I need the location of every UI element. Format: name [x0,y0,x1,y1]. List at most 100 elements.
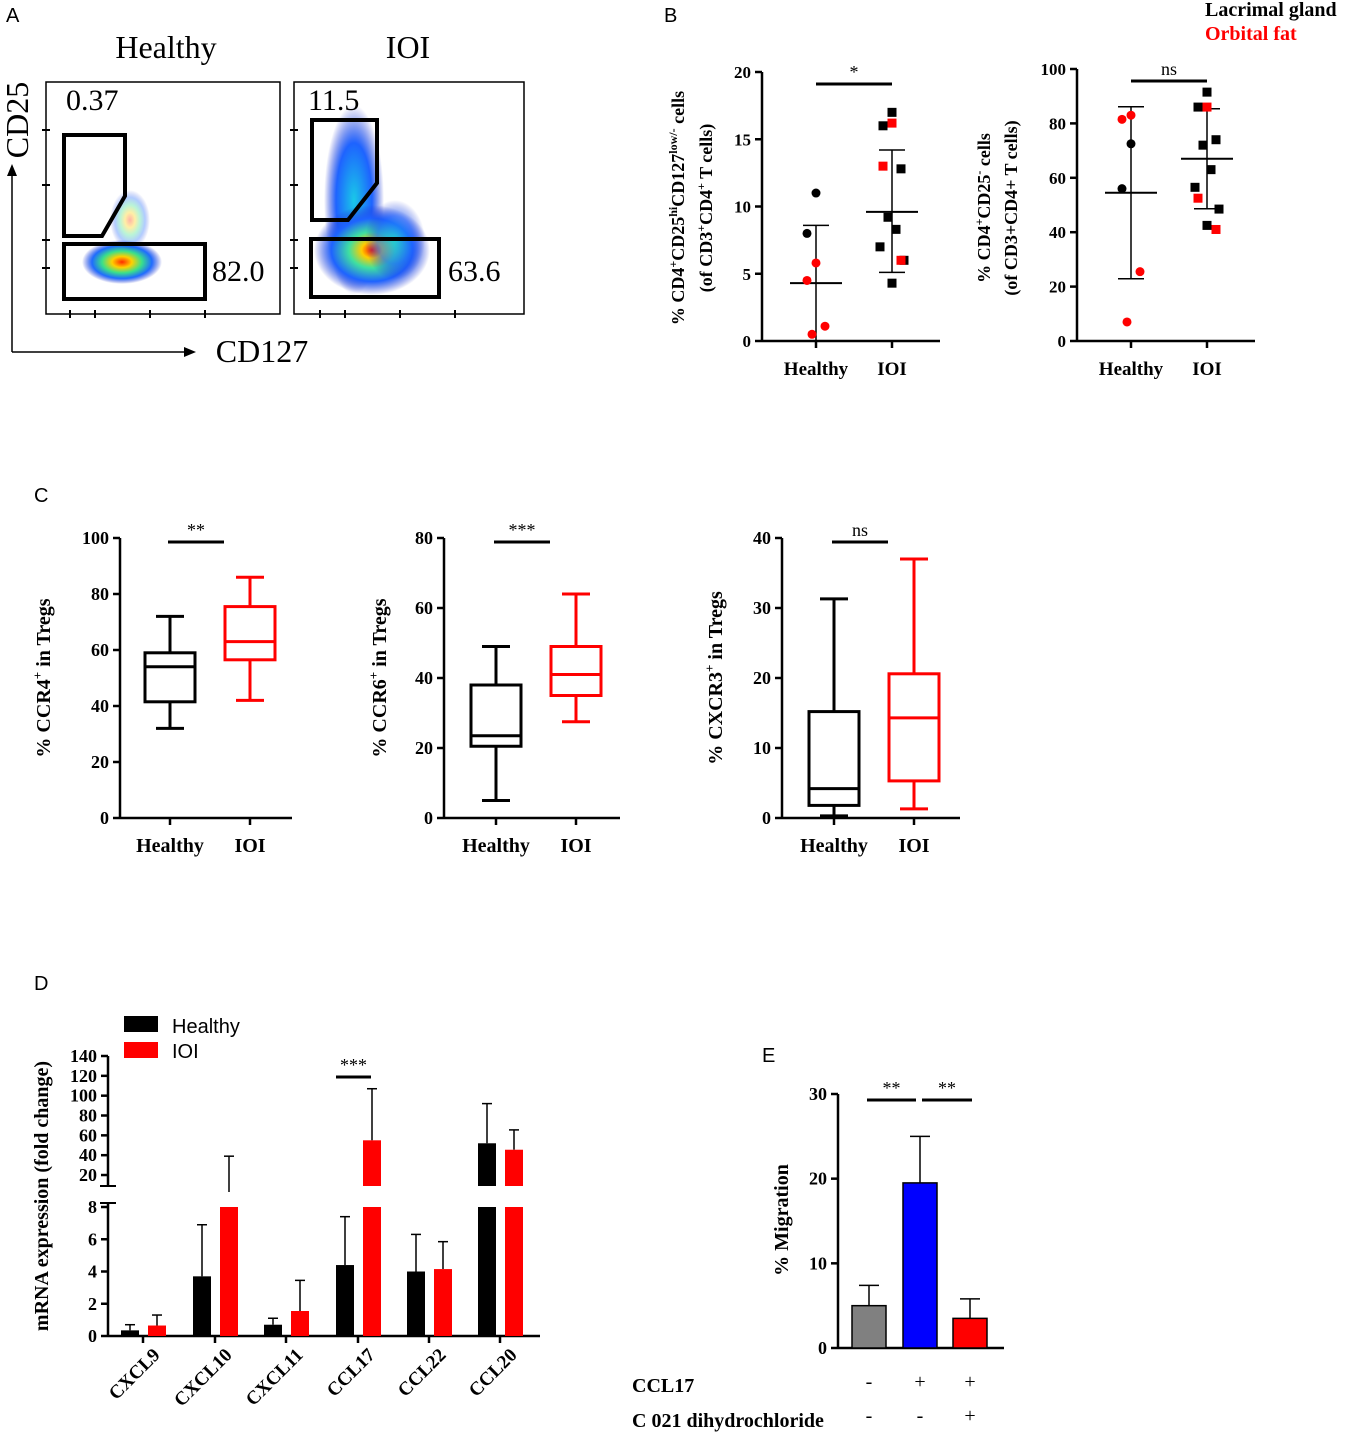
y-tick-label: 20 [91,752,109,772]
data-point [1214,204,1224,214]
bar [478,1207,496,1336]
y-tick-label: 60 [415,598,433,618]
condition-mark: + [964,1405,975,1427]
data-point [1126,139,1136,149]
bar [121,1330,139,1336]
conv-gate-ioi [309,237,441,299]
data-point [802,275,812,285]
y-tick-label: 40 [415,668,433,688]
d-y-label: mRNA expression (fold change) [31,1061,53,1331]
box-iqr [223,605,277,662]
bar [193,1276,211,1336]
bar [407,1271,425,1336]
category-label: CCL20 [465,1345,522,1402]
y-tick-label: 5 [743,265,752,284]
panel-letter-b: B [664,5,677,27]
box-iqr [549,645,603,697]
y-tick-label: 6 [88,1229,97,1249]
category-label: Healthy [462,835,530,857]
condition-mark: + [914,1371,925,1393]
c1-y-label: % CCR4+ in Tregs [30,598,55,757]
y-tick-label: 0 [818,1338,827,1358]
chart-c2: % CCR6+ in Tregs 0 20 40 60 80 *** Healthy IO… [366,520,620,857]
significance-label: *** [509,520,536,540]
y-tick-label: 80 [1049,114,1066,133]
category-label: CCL17 [323,1344,380,1401]
category-label: CCL22 [394,1345,451,1402]
bar [291,1311,309,1336]
box-iqr [887,672,941,783]
chart-b2: % CD4+CD25- cells (of CD3+CD4+ T cells) … [972,59,1255,380]
y-tick-label: 0 [743,332,752,351]
significance-label: ns [852,520,868,540]
bar [336,1265,354,1336]
data-point [1211,224,1221,234]
category-label: IOI [877,359,907,380]
legend-label-ioi: IOI [172,1041,199,1063]
condition-mark: - [917,1405,924,1427]
category-label: IOI [1192,359,1222,380]
flow-title-healthy: Healthy [115,29,216,65]
category-label: CXCL11 [242,1345,308,1411]
legend-swatch-healthy [124,1016,158,1032]
y-tick-label: 10 [809,1253,827,1273]
data-point [891,224,901,234]
ioi-treg-pct: 11.5 [308,84,359,117]
significance-2-label: ** [938,1078,956,1098]
panel-letter-e: E [762,1045,775,1067]
significance-1-label: ** [883,1078,901,1098]
y-tick-label: 10 [753,738,771,758]
data-point [811,258,821,268]
y-tick-label: 120 [70,1066,97,1086]
y-tick-label: 20 [415,738,433,758]
data-point [878,121,888,131]
significance-label: ** [187,520,205,540]
category-label: IOI [234,835,265,857]
y-tick-label: 8 [88,1197,97,1217]
condition-mark: + [964,1371,975,1393]
data-point [1202,102,1212,112]
x-arrow-icon [184,347,196,357]
bar-upper [363,1140,381,1186]
legend-orbital-fat: Orbital fat [1205,23,1297,45]
chart-c1: % CCR4+ in Tregs 0 20 40 60 80 100 ** Healthy… [30,520,292,857]
category-label: CXCL10 [170,1345,236,1411]
data-point [1126,110,1136,120]
y-tick-label: 0 [100,808,109,828]
c3-y-label: % CXCR3+ in Tregs [702,591,727,765]
y-tick-label: 30 [753,598,771,618]
y-tick-label: 80 [91,584,109,604]
y-arrow-icon [7,164,17,176]
bar [851,1304,887,1349]
y-tick-label: 140 [70,1046,97,1066]
data-point [807,329,817,339]
significance-label: ns [1161,59,1177,79]
condition-label-c021: C 021 dihydrochloride [632,1410,824,1432]
data-point [1117,184,1127,194]
data-point [875,242,885,252]
data-point [878,161,888,171]
e-y-label: % Migration [771,1164,793,1276]
condition-mark: - [866,1371,873,1393]
category-label: Healthy [1099,359,1164,380]
data-point [1193,102,1203,112]
significance-label: *** [340,1055,367,1075]
bar [220,1207,238,1336]
y-tick-label: 40 [79,1145,97,1165]
y-tick-label: 40 [91,696,109,716]
treg-gate-healthy [62,133,127,238]
chart-d: Healthy IOI mRNA expression (fold change… [31,1016,540,1411]
bar [902,1182,938,1349]
data-point [887,107,897,117]
data-point [887,278,897,288]
y-tick-label: 80 [415,528,433,548]
bar [363,1207,381,1336]
bar [148,1325,166,1336]
y-tick-label: 40 [753,528,771,548]
box-iqr [807,710,861,807]
y-tick-label: 40 [1049,223,1066,242]
y-tick-label: 20 [734,63,751,82]
y-tick-label: 60 [1049,169,1066,188]
data-point [802,228,812,238]
